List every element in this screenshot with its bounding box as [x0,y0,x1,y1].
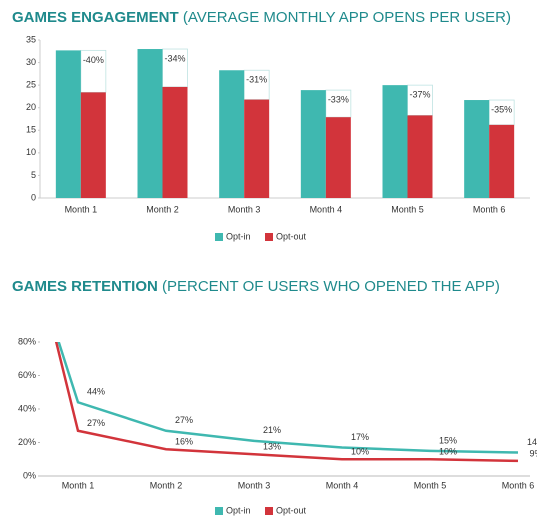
bar [407,115,433,198]
bar [80,92,106,198]
title-sub: (PERCENT OF USERS WHO OPENED THE APP) [162,278,500,295]
x-tick-label: Month 3 [228,204,261,214]
x-tick-label: Month 5 [391,204,424,214]
x-tick-label: Month 4 [326,480,359,490]
x-tick-label: Month 6 [502,480,535,490]
legend-swatch [215,233,223,241]
legend-label: Opt-out [276,505,307,515]
annotation: -35% [491,104,512,114]
bar [300,90,326,198]
legend-swatch [265,507,273,515]
x-tick-label: Month 5 [414,480,447,490]
y-tick-label: 0% [23,470,36,480]
annotation: -33% [328,94,349,104]
y-tick-label: 30 [26,57,36,67]
data-label: 14% [527,437,537,447]
title-main: GAMES ENGAGEMENT [12,9,179,26]
bar [55,50,81,198]
bar [219,70,245,198]
y-tick-label: 25 [26,80,36,90]
data-label: 13% [263,442,281,452]
legend-label: Opt-in [226,231,251,241]
data-label: 17% [351,432,369,442]
data-label: 9% [529,448,537,458]
y-tick-label: 80% [18,336,36,346]
y-tick-label: 60% [18,370,36,380]
bar [162,86,188,198]
chart-title: GAMES ENGAGEMENT (AVERAGE MONTHLY APP OP… [12,9,511,26]
data-label: 15% [439,435,457,445]
data-label: 44% [87,387,105,397]
x-tick-label: Month 3 [238,480,271,490]
title-main: GAMES RETENTION [12,278,158,295]
data-label: 27% [175,415,193,425]
x-tick-label: Month 1 [65,204,98,214]
y-tick-label: 10 [26,147,36,157]
data-label: 21% [263,425,281,435]
legend-swatch [265,233,273,241]
annotation: -40% [83,55,104,65]
data-label: 27% [87,418,105,428]
bar [489,124,515,198]
annotation: -31% [246,75,267,85]
bar [325,117,351,198]
x-tick-label: Month 2 [150,480,183,490]
annotation: -37% [409,90,430,100]
x-tick-label: Month 2 [146,204,179,214]
legend-label: Opt-out [276,231,307,241]
x-tick-label: Month 4 [310,204,343,214]
y-tick-label: 15 [26,125,36,135]
x-tick-label: Month 1 [62,480,95,490]
bar [382,85,408,198]
legend-label: Opt-in [226,505,251,515]
y-tick-label: 5 [31,170,36,180]
legend-swatch [215,507,223,515]
difference-box [80,49,107,93]
data-label: 10% [439,447,457,457]
y-tick-label: 40% [18,403,36,413]
chart-title: GAMES RETENTION (PERCENT OF USERS WHO OP… [12,278,500,295]
bar [137,49,163,199]
y-tick-label: 20 [26,102,36,112]
bar [464,100,490,198]
data-label: 16% [175,437,193,447]
line [54,342,519,463]
bar [244,99,270,198]
y-tick-label: 20% [18,437,36,447]
x-tick-label: Month 6 [473,204,506,214]
title-sub: (AVERAGE MONTHLY APP OPENS PER USER) [183,9,511,26]
line [57,342,519,454]
data-label: 10% [351,447,369,457]
y-tick-label: 0 [31,192,36,202]
y-tick-label: 35 [26,34,36,44]
annotation: -34% [164,53,185,63]
